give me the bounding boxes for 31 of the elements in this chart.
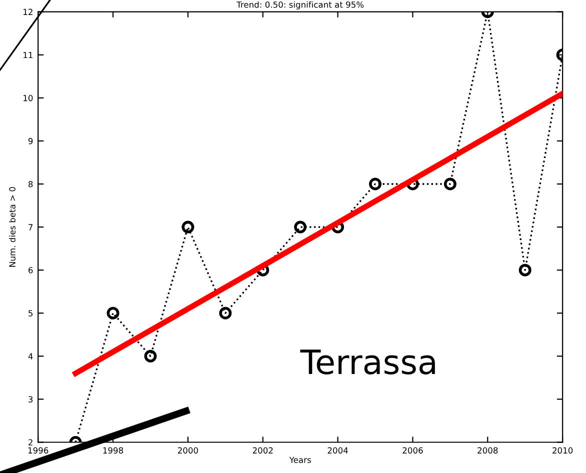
point <box>182 220 194 234</box>
x-tick-label: 1996 <box>28 447 48 454</box>
point <box>144 350 157 362</box>
y-tick-label: 2 <box>28 439 32 446</box>
point <box>444 178 456 190</box>
y-axis-title: Num. dies beta > 0 <box>9 187 16 267</box>
y-tick-label: 12 <box>24 8 32 15</box>
y-tick-label: 3 <box>28 396 33 402</box>
y-tick-label: 9 <box>28 138 33 144</box>
annotation: Terrassa <box>300 350 435 374</box>
y-tick-label: 8 <box>28 180 33 188</box>
x-tick-label: 2006 <box>402 447 423 454</box>
y-tick-label: 10 <box>24 94 33 102</box>
y-tick-label: 11 <box>24 52 32 58</box>
y-tick-label: 4 <box>28 353 33 360</box>
x-tick-label: 2004 <box>328 447 348 454</box>
x-tick-label: 2002 <box>252 447 273 454</box>
x-axis-title: Years <box>289 456 311 464</box>
x-tick-label: 2000 <box>178 447 198 454</box>
y-tick-label: 6 <box>28 267 33 274</box>
point <box>219 306 232 320</box>
x-tick-label: 2010 <box>552 447 573 454</box>
x-tick-label: 1998 <box>103 447 124 454</box>
point <box>106 306 120 320</box>
point <box>294 220 307 234</box>
y-tick-label: 7 <box>28 224 33 230</box>
point <box>518 264 532 276</box>
point <box>368 178 382 190</box>
x-tick-label: 2008 <box>478 447 498 454</box>
chart-title: Trend: 0.50: significant at 95% <box>236 1 364 10</box>
y-tick-label: 5 <box>28 310 32 316</box>
